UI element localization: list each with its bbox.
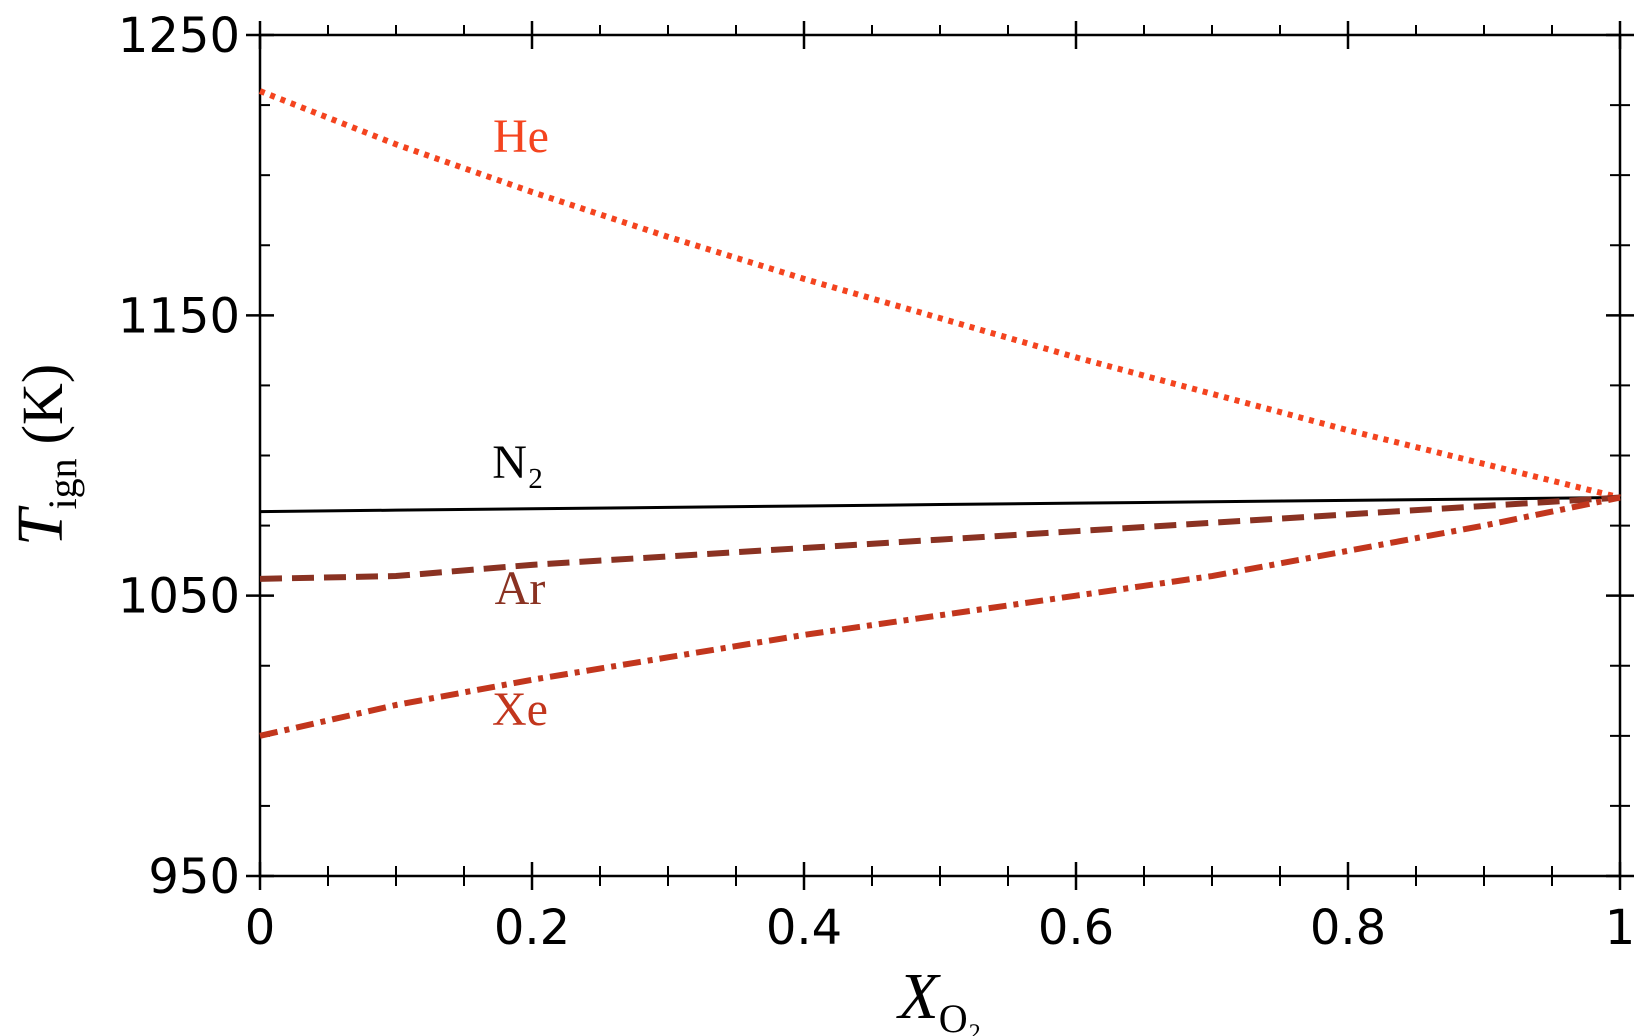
- y-label-unit: (K): [10, 364, 75, 445]
- series-label: N₂: [492, 436, 543, 489]
- x-label-sub: O₂: [939, 996, 982, 1036]
- x-tick-label: 0.8: [1310, 900, 1386, 956]
- x-tick-label: 1: [1605, 900, 1636, 956]
- y-tick-label: 1150: [118, 288, 240, 344]
- series-label: He: [493, 110, 549, 163]
- series-label: Xe: [492, 683, 548, 736]
- y-label-sub: ign: [40, 458, 85, 509]
- y-axis-label: Tign (K): [4, 364, 85, 546]
- plot-frame: [258, 33, 1622, 878]
- x-tick-label: 0: [245, 900, 276, 956]
- x-tick-label: 0.2: [494, 900, 570, 956]
- series-line: [258, 88, 1621, 501]
- y-tick-label: 950: [148, 849, 240, 905]
- series-line: [259, 494, 1621, 582]
- x-axis-label: XO₂: [895, 960, 981, 1036]
- y-tick-label: 1250: [118, 8, 240, 64]
- series-line: [259, 496, 1621, 514]
- y-tick-label: 1050: [118, 569, 240, 625]
- x-label-main: X: [895, 960, 941, 1033]
- x-tick-label: 0.4: [766, 900, 842, 956]
- series-line: [259, 494, 1621, 739]
- series-label: Ar: [495, 562, 546, 615]
- y-label-main: T: [4, 505, 77, 546]
- x-tick-label: 0.6: [1038, 900, 1114, 956]
